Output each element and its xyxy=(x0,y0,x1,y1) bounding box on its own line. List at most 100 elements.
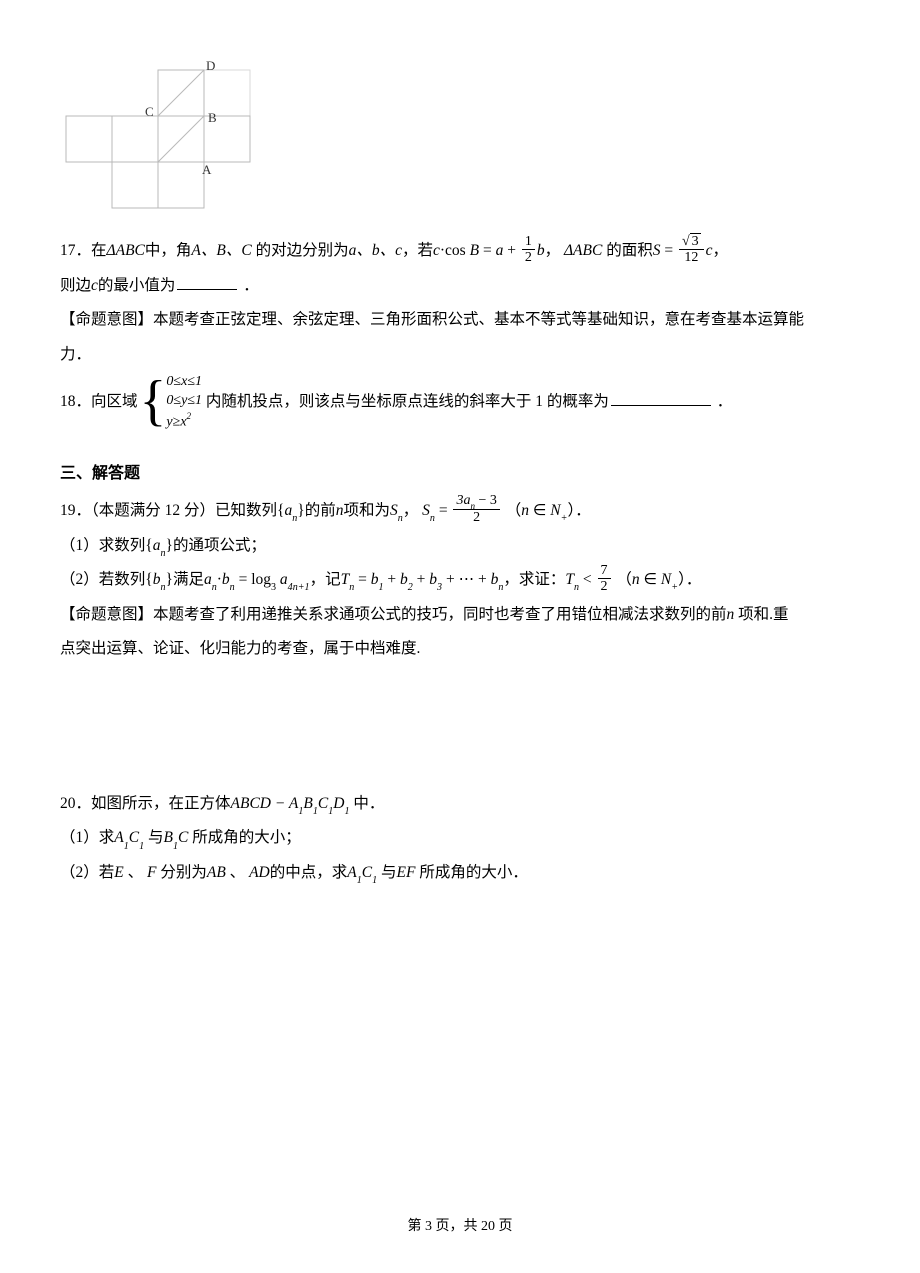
q19-l1-S2: S xyxy=(422,502,430,519)
q19-p2-bn-b: b xyxy=(222,571,230,588)
q19-p2-Tn2: n xyxy=(574,582,579,593)
q20-l1-post: 中． xyxy=(350,795,385,812)
q19-p2-close: } xyxy=(166,571,173,588)
q18-case2: 0≤y≤1 xyxy=(166,392,202,411)
q19-p1-pre: （1）求数列 xyxy=(60,537,145,554)
q19-p1-open: { xyxy=(145,537,152,554)
q19-p2-plus3: + xyxy=(671,582,678,593)
q18-case1: 0≤x≤1 xyxy=(166,373,202,392)
q20-p1-A1: 1 xyxy=(124,841,129,852)
q20-p2-E: E xyxy=(114,864,123,881)
q20-p2-sep2: 、 xyxy=(226,864,249,881)
q20-part1: （1）求A1C1 与B1C 所成角的大小； xyxy=(60,822,860,855)
q18-c2-le2: ≤ xyxy=(187,393,195,408)
q18-blank xyxy=(611,390,711,407)
q20-p1-C2: C xyxy=(178,829,188,846)
q19-f72-n: 7 xyxy=(598,563,611,578)
q20-p1-C: C xyxy=(129,829,139,846)
q19-f72-d: 2 xyxy=(598,578,611,594)
label-D: D xyxy=(206,60,215,73)
q17-mid4: ， xyxy=(545,242,564,259)
q19-p2-eq: = xyxy=(235,571,252,588)
q20-p1-post: 所成角的大小； xyxy=(188,829,300,846)
footer-total: 20 xyxy=(481,1219,495,1234)
q19-p1-post: 的通项公式； xyxy=(173,537,266,554)
q19-p2-bn-n: n xyxy=(230,582,235,593)
q19-p2-sumeq: = xyxy=(354,571,371,588)
q19-p2-mid3: ，求证： xyxy=(503,571,565,588)
q19-l1-mid: 的前 xyxy=(305,502,336,519)
q17-eq2-eq: = xyxy=(660,242,677,259)
q17-frac1-num: 1 xyxy=(522,234,535,249)
q20-p2-pre: （2）若 xyxy=(60,864,114,881)
q20-p2-mid3: 与 xyxy=(377,864,396,881)
q17-angles: A、B、C xyxy=(191,242,251,259)
q17-eq2-c: c xyxy=(706,242,713,259)
q18-brace: { 0≤x≤1 0≤y≤1 y≥x2 xyxy=(140,373,202,432)
q20-p1-mid: 与 xyxy=(144,829,163,846)
q19-p2-pc: ）． xyxy=(678,571,701,588)
q17-intent-line2: 力． xyxy=(60,339,860,372)
q19-plus: + xyxy=(561,513,568,524)
q20-cube-abcd: ABCD − A xyxy=(231,795,299,812)
q19-frac-num: 3an − 3 xyxy=(453,493,499,510)
q19-intent-line1: 【命题意图】本题考查了利用递推关系求通项公式的技巧，同时也考查了用错位相减法求数… xyxy=(60,599,860,632)
q18-c2-le1: ≤ xyxy=(173,393,181,408)
q18-c1-le2: ≤ xyxy=(187,374,195,389)
q19-p2-plus1: + xyxy=(384,571,401,588)
q17-eq-cos: cos xyxy=(445,242,466,259)
q17-eq-plus: + xyxy=(503,242,520,259)
q20-line1: 20．如图所示，在正方体ABCD − A1B1C1D1 中． xyxy=(60,788,860,821)
q20-cube-B: B xyxy=(303,795,312,812)
q19-p2-po: （ xyxy=(616,571,632,588)
q19-intent-line2: 点突出运算、论证、化归能力的考查，属于中档难度. xyxy=(60,633,860,666)
label-A: A xyxy=(202,162,212,177)
footer-post: 页 xyxy=(495,1219,513,1234)
q17-mid1: 中，角 xyxy=(145,242,192,259)
q17-blank xyxy=(177,273,237,290)
cube-net-svg: D C B A xyxy=(60,60,290,220)
q19-p2-in: ∈ xyxy=(640,571,661,588)
q19-l1-eq: = xyxy=(435,502,452,519)
q18-suffix: 内随机投点，则该点与坐标原点连线的斜率大于 1 的概率为 xyxy=(202,393,609,410)
q19-N: N xyxy=(550,502,560,519)
q19-p2-mid2: ，记 xyxy=(310,571,341,588)
q20-p1-B1: 1 xyxy=(173,841,178,852)
page-footer: 第 3 页，共 20 页 xyxy=(0,1215,920,1235)
q19-fn-n: n xyxy=(470,501,475,511)
q20-p2-mid1: 分别为 xyxy=(156,864,206,881)
q17-l2-c: c xyxy=(91,277,98,294)
q17-frac2-den: 12 xyxy=(679,249,704,265)
q19-p2-an-n: n xyxy=(212,582,217,593)
q19-po: （ xyxy=(506,502,522,519)
q19-p2-plus2: + xyxy=(413,571,430,588)
footer-mid: 页，共 xyxy=(432,1219,481,1234)
q20-p1-C1: 1 xyxy=(139,841,144,852)
q20-p2-EF: EF xyxy=(397,864,416,881)
q17-line1: 17．在ΔABC中，角A、B、C 的对边分别为a、b、c，若c·cos B = … xyxy=(60,235,860,268)
q17-l2-pre: 则边 xyxy=(60,277,91,294)
q17-eq-eq: = xyxy=(479,242,496,259)
q19-p2-lt: < xyxy=(579,571,596,588)
q20-p1-B: B xyxy=(164,829,173,846)
q20-p2-A1: 1 xyxy=(357,875,362,886)
q19-p2-open: { xyxy=(145,571,152,588)
q20-p2-C: C xyxy=(362,864,372,881)
q19-p1-n: n xyxy=(160,548,165,559)
q17-mid5: 的面积 xyxy=(602,242,652,259)
q19-p2-log: log xyxy=(251,571,271,588)
q18-c3-x: x xyxy=(180,415,186,430)
q19-int1-post: 项和.重 xyxy=(734,606,788,623)
q17-l2-post: 的最小值为 xyxy=(98,277,176,294)
q19-p2-T2: T xyxy=(565,571,574,588)
q17-frac1: 12 xyxy=(522,234,535,266)
q20-p2-sep: 、 xyxy=(124,864,147,881)
section-3-heading: 三、解答题 xyxy=(60,459,860,483)
q20-cube-C: C xyxy=(318,795,328,812)
q17-frac2-sqrt: 3 xyxy=(690,233,701,249)
footer-pre: 第 xyxy=(408,1219,426,1234)
label-C: C xyxy=(145,104,154,119)
q20-cube-C1: 1 xyxy=(328,806,333,817)
q19-p2-Tn: n xyxy=(349,582,354,593)
q18-c3-sup: 2 xyxy=(187,411,192,421)
